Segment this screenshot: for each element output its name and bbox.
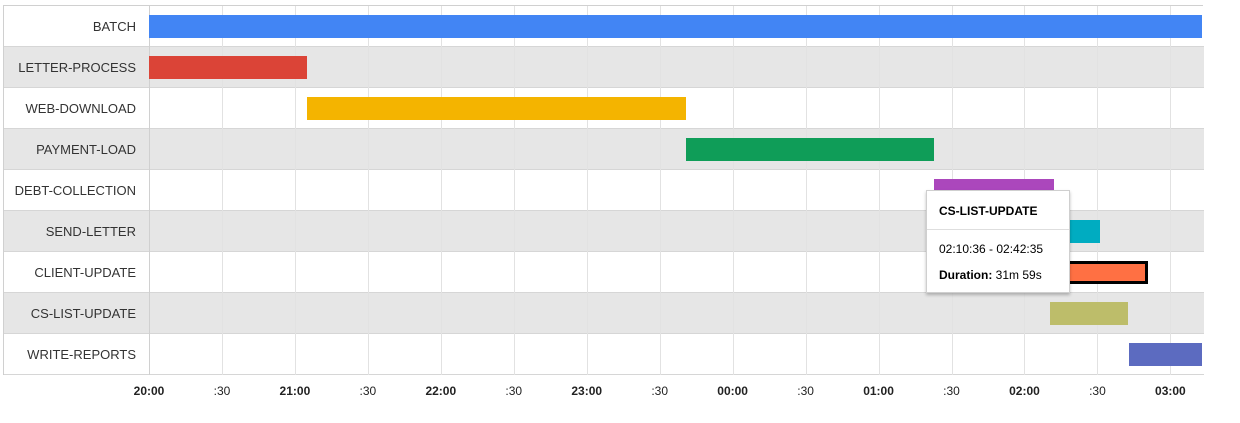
tooltip-title: CS-LIST-UPDATE [939, 204, 1038, 218]
x-tick-label: 00:00 [717, 384, 748, 398]
task-label: PAYMENT-LOAD [36, 142, 136, 157]
x-tick-label: 20:00 [133, 384, 165, 398]
task-row: WRITE-REPORTS [4, 334, 1204, 375]
gridline [659, 6, 661, 375]
x-tick-label: :30 [1089, 384, 1106, 398]
gridline [732, 6, 734, 375]
task-bar[interactable] [1129, 343, 1202, 366]
task-bar[interactable] [686, 138, 935, 161]
gridline [878, 6, 880, 375]
x-tick-label: 02:00 [1009, 384, 1040, 398]
tooltip-duration: Duration: 31m 59s [939, 268, 1042, 282]
task-bar[interactable] [149, 56, 308, 79]
task-label: CLIENT-UPDATE [34, 265, 136, 280]
gridline [805, 6, 807, 375]
x-tick-label: 01:00 [863, 384, 894, 398]
task-label: DEBT-COLLECTION [14, 183, 136, 198]
task-label: LETTER-PROCESS [18, 60, 136, 75]
x-tick-label: :30 [505, 384, 523, 398]
task-row: CS-LIST-UPDATE [4, 293, 1204, 334]
tooltip-duration-value: 31m 59s [995, 268, 1042, 282]
task-bar[interactable] [1050, 302, 1129, 325]
x-tick-label: 03:00 [1155, 384, 1186, 398]
gridline [513, 6, 515, 375]
x-tick-label: :30 [943, 384, 960, 398]
label-separator [149, 6, 150, 375]
gridline [1170, 6, 1172, 375]
task-label: BATCH [92, 19, 136, 34]
x-tick-label: :30 [359, 384, 377, 398]
x-tick-label: :30 [651, 384, 669, 398]
gridline [1097, 6, 1099, 375]
gridline [586, 6, 588, 375]
task-bar[interactable] [307, 97, 687, 120]
task-bar[interactable] [149, 15, 1202, 38]
gridline [367, 6, 369, 375]
tooltip-duration-label: Duration: [939, 268, 993, 282]
gridline [294, 6, 296, 375]
task-label: WRITE-REPORTS [27, 347, 136, 362]
x-tick-label: :30 [797, 384, 814, 398]
task-tooltip: CS-LIST-UPDATE 02:10:36 - 02:42:35 Durat… [926, 190, 1070, 293]
tooltip-divider [927, 229, 1069, 230]
gridline [221, 6, 223, 375]
task-label: WEB-DOWNLOAD [25, 101, 137, 116]
x-tick-label: 21:00 [279, 384, 311, 398]
x-tick-label: 23:00 [571, 384, 603, 398]
task-label: SEND-LETTER [45, 224, 136, 239]
x-tick-label: 22:00 [425, 384, 457, 398]
tooltip-time-range: 02:10:36 - 02:42:35 [939, 242, 1044, 256]
gridline [440, 6, 442, 375]
task-row: PAYMENT-LOAD [4, 129, 1204, 170]
x-tick-label: :30 [213, 384, 231, 398]
task-label: CS-LIST-UPDATE [30, 306, 136, 321]
